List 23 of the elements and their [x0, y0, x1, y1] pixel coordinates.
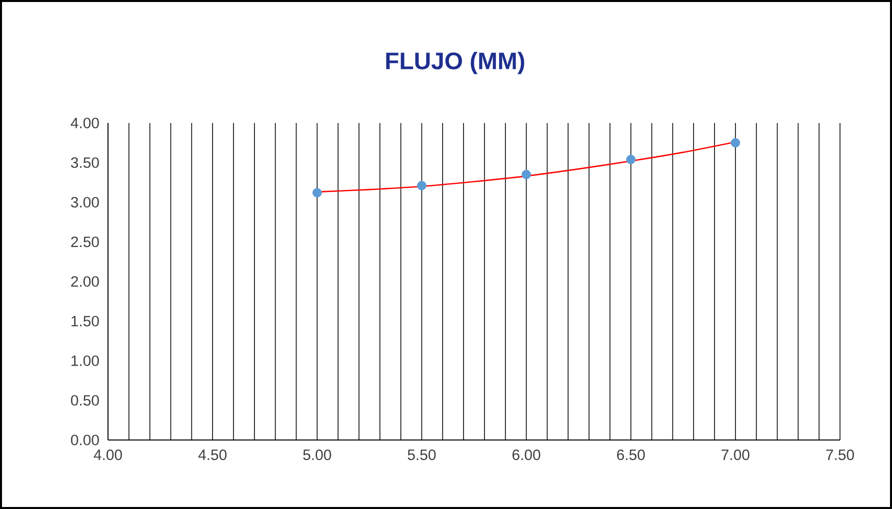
- x-tick-label: 7.00: [722, 450, 750, 460]
- x-tick-label: 5.50: [408, 450, 436, 460]
- point: [626, 154, 636, 164]
- y-tick-label: 1.50: [72, 316, 99, 326]
- point: [522, 170, 531, 180]
- chart-title: FLUJO (MM): [386, 52, 524, 74]
- x-tick-label: 6.00: [512, 450, 540, 460]
- y-tick-label: 2.00: [71, 276, 99, 287]
- y-tick-label: 3.00: [70, 196, 99, 208]
- x-tick-label: 4.00: [94, 450, 122, 460]
- x-tick-label: 6.50: [617, 450, 645, 460]
- y-tick-label: 4.00: [70, 118, 99, 128]
- x-tick-label: 7.50: [826, 450, 854, 460]
- point: [730, 138, 740, 148]
- y-tick-label: 1.00: [72, 355, 99, 366]
- x-tick-label: 4.50: [198, 450, 227, 460]
- point: [417, 180, 426, 190]
- x-tick-label: 5.00: [303, 450, 332, 460]
- y-tick-label: 0.00: [70, 434, 99, 446]
- y-tick-label: 2.50: [71, 236, 99, 248]
- y-tick-label: 0.50: [70, 395, 99, 406]
- y-tick-label: 3.50: [70, 157, 99, 168]
- point: [312, 188, 322, 198]
